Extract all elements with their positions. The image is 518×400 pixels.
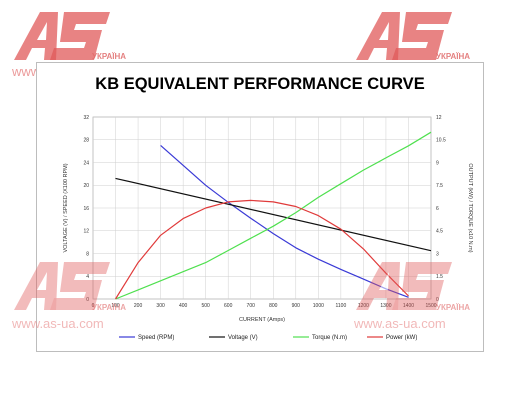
x-tick-label: 800 [269,303,278,309]
y-right-tick-label: 12 [436,115,442,121]
y-right-tick-label: 4.5 [436,229,443,235]
as-logo-icon [356,262,452,310]
x-tick-label: 1500 [425,303,436,309]
x-tick-label: 600 [224,303,233,309]
legend-label: Torque (N.m) [312,335,347,341]
x-tick-label: 1000 [313,303,324,309]
watermark-url-bottom-left: www.as-ua.com [12,316,104,331]
series-line-torque-n-m [115,131,432,300]
x-tick-label: 900 [292,303,301,309]
x-tick-label: 1100 [335,303,346,309]
x-tick-label: 300 [156,303,165,309]
x-axis-label: CURRENT (Amps) [239,317,285,323]
y-left-axis-label: VOLTAGE (V) / SPEED (X100 RPM) [63,163,69,252]
watermark-country-bottom-left: УКРАЇНА [92,303,127,312]
y-left-tick-label: 4 [86,274,89,280]
y-left-tick-label: 24 [83,160,89,166]
x-tick-label: 1300 [380,303,391,309]
watermark-country-bottom-right: УКРАЇНА [436,303,471,312]
y-right-tick-label: 10.5 [436,138,446,144]
y-right-tick-label: 7.5 [436,183,443,189]
series-line-voltage-v [115,177,432,252]
watermark-country-top-left: УКРАЇНА [92,52,127,61]
legend-label: Voltage (V) [228,335,258,341]
legend-label: Power (kW) [386,335,417,341]
x-tick-label: 200 [134,303,143,309]
x-tick-label: 500 [201,303,210,309]
y-right-tick-label: 3 [436,251,439,257]
as-logo-icon [14,262,110,310]
y-right-tick-label: 0 [436,297,439,303]
legend-label: Speed (RPM) [138,335,174,341]
watermark-logo-bottom-left [10,258,128,319]
as-logo-icon [14,12,110,60]
series-line-power-kw [114,199,409,300]
x-tick-label: 1400 [403,303,414,309]
watermark-logo-top-left [10,8,128,69]
y-right-tick-label: 1.5 [436,274,443,280]
y-left-tick-label: 28 [83,138,89,144]
y-left-tick-label: 0 [86,297,89,303]
chart-frame: KB EQUIVALENT PERFORMANCE CURVE 01002003… [36,62,484,352]
y-left-tick-label: 32 [83,115,89,121]
x-tick-label: 1200 [358,303,369,309]
watermark-logo-top-right [352,8,470,69]
y-left-tick-label: 20 [83,183,89,189]
performance-chart: 0100200300400500600700800900100011001200… [63,115,473,341]
y-left-tick-label: 12 [83,229,89,235]
chart-title: KB EQUIVALENT PERFORMANCE CURVE [95,75,425,93]
x-tick-label: 700 [247,303,256,309]
as-logo-icon [356,12,452,60]
x-tick-label: 0 [92,303,95,309]
watermark-url-bottom-right: www.as-ua.com [354,316,446,331]
watermark-logo-bottom-right [352,258,470,319]
y-left-tick-label: 8 [86,251,89,257]
y-left-tick-label: 16 [83,206,89,212]
y-right-tick-label: 9 [436,160,439,166]
x-tick-label: 100 [111,303,120,309]
watermark-country-top-right: УКРАЇНА [436,52,471,61]
x-tick-label: 400 [179,303,188,309]
y-right-tick-label: 6 [436,206,439,212]
y-right-axis-label: OUTPUT (kW) / TORQUE (x10 N.m) [467,163,473,252]
series-line-speed-rpm [160,144,409,298]
